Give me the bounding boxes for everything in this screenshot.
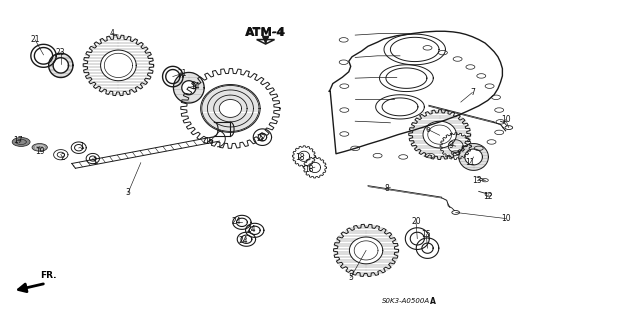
Text: 10: 10 [500, 214, 511, 223]
Text: ATM-4: ATM-4 [245, 26, 286, 39]
Text: 14: 14 [190, 82, 200, 91]
Text: 21: 21 [178, 69, 187, 78]
Text: 23: 23 [56, 48, 66, 57]
Text: 10: 10 [500, 115, 511, 124]
Text: 24: 24 [246, 225, 257, 234]
Text: 21: 21 [31, 35, 40, 44]
Text: S0K3-A0500A: S0K3-A0500A [382, 299, 431, 304]
Text: 18: 18 [305, 165, 314, 174]
Text: 12: 12 [483, 192, 492, 201]
Text: 3: 3 [125, 189, 131, 197]
Text: 8: 8 [385, 184, 390, 193]
Text: 13: 13 [472, 176, 482, 185]
Text: 4: 4 [109, 29, 115, 38]
Text: 24: 24 [238, 236, 248, 245]
Text: 1: 1 [92, 157, 97, 166]
Text: 1: 1 [79, 142, 84, 151]
Text: ATM-4: ATM-4 [246, 28, 285, 39]
Text: 2: 2 [60, 153, 65, 162]
Text: 16: 16 [204, 137, 214, 146]
Text: 20: 20 [411, 217, 421, 226]
Circle shape [12, 137, 30, 146]
Text: 11: 11 [466, 158, 475, 167]
Text: 17: 17 [13, 136, 23, 145]
Text: 19: 19 [35, 147, 45, 156]
Circle shape [32, 144, 47, 151]
Text: 9: 9 [449, 141, 454, 150]
Text: FR.: FR. [40, 271, 56, 280]
Text: 7: 7 [470, 88, 475, 97]
Text: 15: 15 [421, 230, 431, 239]
Text: 6: 6 [425, 125, 430, 134]
Text: A: A [429, 297, 436, 306]
Text: 18: 18 [295, 153, 304, 162]
Text: 22: 22 [257, 134, 266, 143]
Text: 24: 24 [232, 217, 242, 226]
Text: 5: 5 [348, 273, 353, 282]
